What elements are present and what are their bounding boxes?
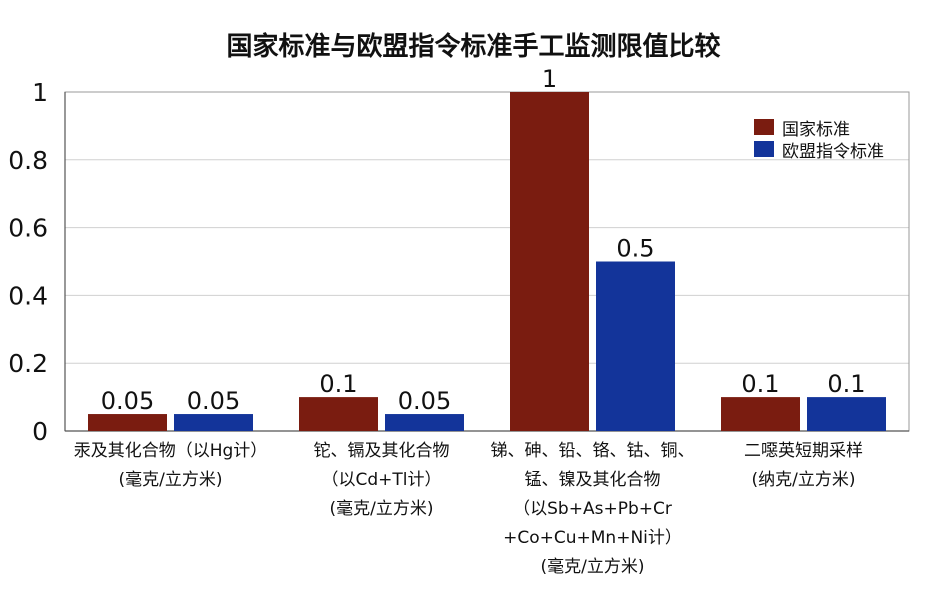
- x-category-label: 二噁英短期采样 (纳克/立方米): [686, 437, 922, 495]
- legend-label-eu: 欧盟指令标准: [782, 141, 884, 162]
- data-labels: 0.05 0.05 0.1 0.05 1 0.5 0.1 0.1: [101, 65, 866, 415]
- x-category-label-line: 锰、镍及其化合物: [524, 470, 661, 490]
- data-label: 0.1: [827, 370, 865, 398]
- y-tick-label: 1: [32, 78, 48, 107]
- legend-swatch-eu: [754, 141, 774, 157]
- data-label: 0.05: [187, 387, 240, 415]
- legend-item-eu: 欧盟指令标准: [754, 138, 884, 162]
- x-category-label-line: 汞及其化合物（以Hg计）: [73, 441, 268, 461]
- x-category-label-line: (毫克/立方米): [540, 557, 645, 577]
- bar-eu: [385, 414, 464, 431]
- x-category-label: 铊、镉及其化合物 （以Cd+Tl计） (毫克/立方米): [264, 437, 500, 524]
- y-tick-label: 0: [32, 417, 48, 446]
- data-label: 1: [542, 65, 557, 93]
- x-category-label: 汞及其化合物（以Hg计） (毫克/立方米): [53, 437, 289, 495]
- y-tick-labels: 0 0.2 0.4 0.6 0.8 1: [8, 78, 48, 446]
- x-category-label-line: 锑、砷、铅、铬、钴、铜、: [490, 441, 695, 461]
- legend: 国家标准 欧盟指令标准: [754, 116, 884, 162]
- x-category-label-line: （以Sb+As+Pb+Cr: [513, 499, 672, 519]
- x-category-label-line: (毫克/立方米): [329, 499, 434, 519]
- y-tick-label: 0.2: [8, 349, 48, 378]
- x-category-label: 锑、砷、铅、铬、钴、铜、 锰、镍及其化合物 （以Sb+As+Pb+Cr +Co+Cu+…: [475, 437, 711, 582]
- data-label: 0.05: [101, 387, 154, 415]
- x-category-label-line: (纳克/立方米): [751, 470, 856, 490]
- bar-eu: [174, 414, 253, 431]
- chart-title: 国家标准与欧盟指令标准手工监测限值比较: [226, 32, 721, 62]
- legend-swatch-national: [754, 119, 774, 135]
- x-category-label-line: （以Cd+Tl计）: [321, 470, 442, 490]
- x-category-label-line: (毫克/立方米): [118, 470, 223, 490]
- data-label: 0.1: [741, 370, 779, 398]
- bar-eu: [807, 397, 886, 431]
- x-category-label-line: 二噁英短期采样: [744, 441, 863, 461]
- bar-national: [510, 92, 589, 431]
- bar-national: [88, 414, 167, 431]
- y-tick-label: 0.6: [8, 214, 48, 243]
- bars: [88, 92, 886, 431]
- bar-national: [721, 397, 800, 431]
- legend-label-national: 国家标准: [782, 119, 850, 140]
- x-category-label-line: +Co+Cu+Mn+Ni计）: [503, 528, 682, 548]
- bar-national: [299, 397, 378, 431]
- y-tick-label: 0.8: [8, 146, 48, 175]
- bar-eu: [596, 261, 675, 431]
- legend-item-national: 国家标准: [754, 116, 884, 140]
- data-label: 0.1: [319, 370, 357, 398]
- data-label: 0.5: [616, 235, 654, 263]
- data-label: 0.05: [398, 387, 451, 415]
- x-category-label-line: 铊、镉及其化合物: [313, 441, 450, 461]
- y-tick-label: 0.4: [8, 281, 48, 310]
